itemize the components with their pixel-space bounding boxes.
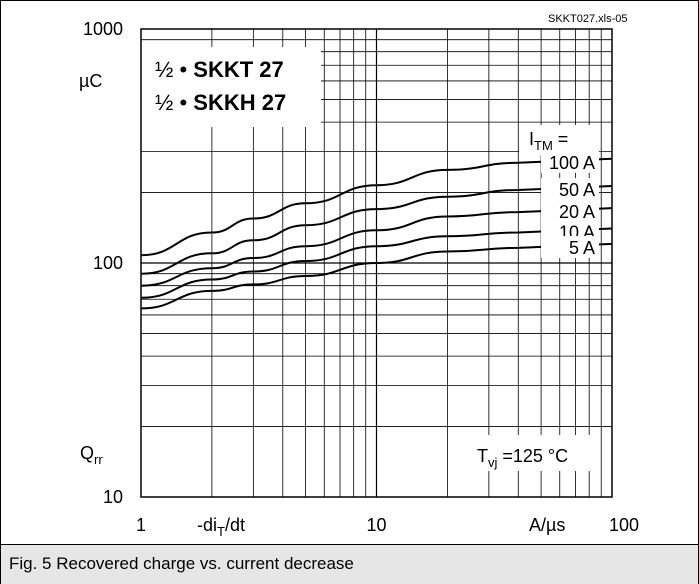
series-label: 100 A bbox=[549, 153, 595, 173]
x-unit: A/µs bbox=[529, 515, 565, 535]
series-label: 50 A bbox=[559, 180, 595, 200]
legend-line-2: ½ • SKKH 27 bbox=[155, 90, 286, 115]
legend-line-1-prefix: ½ • bbox=[155, 57, 193, 82]
y-axis-label: Qrr bbox=[80, 443, 103, 467]
file-tag: SKKT027.xls-05 bbox=[548, 13, 627, 25]
x-axis-label: -diT/dt bbox=[197, 515, 245, 539]
itm-label-suffix: = bbox=[553, 129, 569, 149]
caption-bar: Fig. 5 Recovered charge vs. current decr… bbox=[1, 544, 698, 584]
condition-rest: =125 °C bbox=[497, 446, 568, 466]
legend-line-1: ½ • SKKT 27 bbox=[155, 57, 284, 82]
y-unit: µC bbox=[79, 71, 102, 91]
x-tick-label: 100 bbox=[609, 515, 639, 535]
legend-line-2-name: SKKH 27 bbox=[193, 90, 286, 115]
series-label: 5 A bbox=[569, 238, 595, 258]
x-axis-label-main: -di bbox=[197, 515, 217, 535]
y-tick-label: 1000 bbox=[83, 19, 123, 39]
x-tick-label: 1 bbox=[136, 515, 146, 535]
condition-main: T bbox=[477, 446, 488, 466]
y-axis-label-main: Q bbox=[80, 443, 94, 463]
series-labels: 100 A50 A20 A10 A5 A bbox=[541, 151, 599, 258]
y-tick-label: 10 bbox=[103, 487, 123, 507]
x-axis-label-tail: /dt bbox=[225, 515, 245, 535]
series-label: 20 A bbox=[559, 202, 595, 222]
y-tick-label: 100 bbox=[93, 253, 123, 273]
figure-caption: Fig. 5 Recovered charge vs. current decr… bbox=[9, 554, 354, 574]
x-tick-label: 10 bbox=[366, 515, 386, 535]
x-axis-label-sub: T bbox=[217, 524, 225, 539]
y-axis-label-sub: rr bbox=[94, 452, 103, 467]
legend-line-1-name: SKKT 27 bbox=[193, 57, 283, 82]
legend-line-2-prefix: ½ • bbox=[155, 90, 193, 115]
condition-sub: vj bbox=[488, 455, 498, 470]
itm-label-sub: TM bbox=[534, 138, 553, 153]
